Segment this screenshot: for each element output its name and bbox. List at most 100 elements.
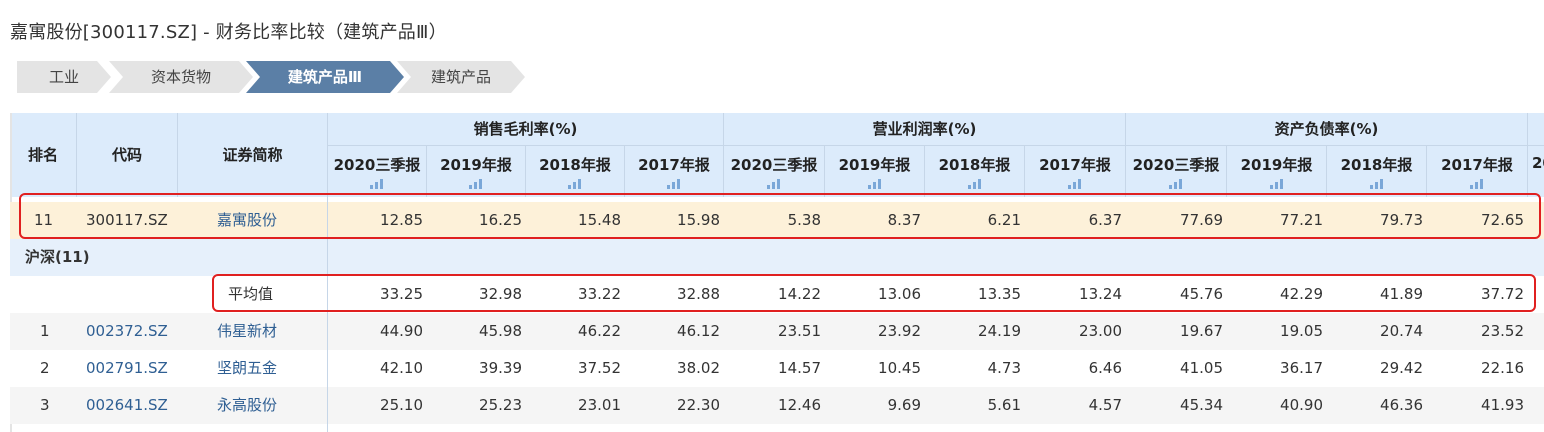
header-label: 2018年报 <box>938 156 1011 174</box>
header-name[interactable]: 证券简称 <box>178 113 328 197</box>
breadcrumb-item-building-products[interactable]: 建筑产品 <box>397 61 525 93</box>
table-row[interactable]: 1 002372.SZ 伟星新材 44.90 45.98 46.22 46.12… <box>10 313 1544 350</box>
table-row[interactable]: 2 002791.SZ 坚朗五金 42.10 39.39 37.52 38.02… <box>10 350 1544 387</box>
value-cell: 32.98 <box>479 285 522 303</box>
code-link[interactable]: 002791.SZ <box>86 359 168 377</box>
header-dr-2017[interactable]: 2017年报 <box>1427 146 1528 197</box>
header-label: 2018年报 <box>1340 156 1413 174</box>
header-om-2017[interactable]: 2017年报 <box>1025 146 1126 197</box>
header-code[interactable]: 代码 <box>77 113 178 197</box>
value-cell: 6.21 <box>987 211 1021 229</box>
header-next-partial[interactable]: 20 <box>1528 146 1544 197</box>
rank-cell: 1 <box>40 322 50 340</box>
value-cell: 6.46 <box>1088 359 1122 377</box>
value-cell: 42.10 <box>380 359 423 377</box>
breadcrumb-item-building-products-3[interactable]: 建筑产品Ⅲ <box>246 61 404 93</box>
code-link[interactable]: 002372.SZ <box>86 322 168 340</box>
header-label: 2020三季报 <box>333 156 421 174</box>
value-cell: 13.24 <box>1079 285 1122 303</box>
header-group-operating-margin: 营业利润率(%) <box>724 113 1126 146</box>
code-cell: 300117.SZ <box>86 211 168 229</box>
value-cell: 23.92 <box>878 322 921 340</box>
header-label: 2019年报 <box>838 156 911 174</box>
chart-icon[interactable] <box>370 179 384 189</box>
name-link[interactable]: 永高股份 <box>217 396 278 414</box>
value-cell: 19.67 <box>1180 322 1223 340</box>
chart-icon[interactable] <box>1269 179 1284 189</box>
header-gm-2019[interactable]: 2019年报 <box>427 146 526 197</box>
header-rank[interactable]: 排名 <box>10 113 77 197</box>
header-om-2020q3[interactable]: 2020三季报 <box>724 146 825 197</box>
group-label[interactable]: 沪深(11) <box>25 248 90 266</box>
chart-icon[interactable] <box>568 179 582 189</box>
chart-icon[interactable] <box>967 179 982 189</box>
header-label: 2017年报 <box>1039 156 1111 174</box>
header-gm-2018[interactable]: 2018年报 <box>526 146 625 197</box>
header-label: 2018年报 <box>539 156 611 174</box>
value-cell: 72.65 <box>1481 211 1524 229</box>
breadcrumb-item-industry[interactable]: 工业 <box>17 61 111 93</box>
value-cell: 33.22 <box>578 285 621 303</box>
chart-icon[interactable] <box>1068 179 1082 189</box>
name-link[interactable]: 嘉寓股份 <box>217 211 278 229</box>
group-row-hushen[interactable]: 沪深(11) <box>10 239 1544 276</box>
header-om-2018[interactable]: 2018年报 <box>925 146 1025 197</box>
header-label: 2020三季报 <box>730 156 818 174</box>
header-dr-2019[interactable]: 2019年报 <box>1227 146 1327 197</box>
table-row-highlight[interactable]: 11 300117.SZ 嘉寓股份 12.85 16.25 15.48 15.9… <box>10 202 1544 239</box>
value-cell: 42.29 <box>1280 285 1323 303</box>
header-group-gross-margin: 销售毛利率(%) <box>328 113 724 146</box>
value-cell: 13.06 <box>878 285 921 303</box>
chart-icon[interactable] <box>767 179 781 189</box>
chart-icon[interactable] <box>867 179 882 189</box>
value-cell: 22.30 <box>677 396 720 414</box>
breadcrumb-item-capital-goods[interactable]: 资本货物 <box>109 61 253 93</box>
value-cell: 46.36 <box>1380 396 1423 414</box>
value-cell: 45.98 <box>479 322 522 340</box>
header-om-2019[interactable]: 2019年报 <box>825 146 925 197</box>
header-gm-2017[interactable]: 2017年报 <box>625 146 724 197</box>
value-cell: 12.46 <box>778 396 821 414</box>
header-dr-2020q3[interactable]: 2020三季报 <box>1126 146 1227 197</box>
value-cell: 10.45 <box>878 359 921 377</box>
value-cell: 4.73 <box>987 359 1021 377</box>
value-cell: 15.48 <box>578 211 621 229</box>
value-cell: 41.89 <box>1380 285 1423 303</box>
rank-cell: 11 <box>34 211 54 229</box>
value-cell: 46.12 <box>677 322 720 340</box>
value-cell: 23.00 <box>1079 322 1122 340</box>
value-cell: 5.38 <box>787 211 821 229</box>
chart-icon[interactable] <box>1470 179 1484 189</box>
rank-cell: 3 <box>40 396 50 414</box>
value-cell: 23.51 <box>778 322 821 340</box>
value-cell: 29.42 <box>1380 359 1423 377</box>
header-gm-2020q3[interactable]: 2020三季报 <box>328 146 427 197</box>
average-label: 平均值 <box>228 285 274 303</box>
value-cell: 40.90 <box>1280 396 1323 414</box>
value-cell: 25.23 <box>479 396 522 414</box>
header-dr-2018[interactable]: 2018年报 <box>1327 146 1427 197</box>
value-cell: 33.25 <box>380 285 423 303</box>
value-cell: 25.10 <box>380 396 423 414</box>
value-cell: 13.35 <box>978 285 1021 303</box>
value-cell: 23.01 <box>578 396 621 414</box>
name-link[interactable]: 坚朗五金 <box>217 359 278 377</box>
code-link[interactable]: 002641.SZ <box>86 396 168 414</box>
value-cell: 5.61 <box>987 396 1021 414</box>
header-label: 2020三季报 <box>1132 156 1220 174</box>
value-cell: 19.05 <box>1280 322 1323 340</box>
chart-icon[interactable] <box>667 179 681 189</box>
value-cell: 22.16 <box>1481 359 1524 377</box>
name-link[interactable]: 伟星新材 <box>217 322 278 340</box>
chart-icon[interactable] <box>1369 179 1384 189</box>
header-group-next <box>1528 113 1544 146</box>
chart-icon[interactable] <box>1169 179 1183 189</box>
header-label: 2019年报 <box>440 156 512 174</box>
value-cell: 38.02 <box>677 359 720 377</box>
header-label: 2019年报 <box>1240 156 1313 174</box>
table-row-average: 平均值 33.25 32.98 33.22 32.88 14.22 13.06 … <box>10 276 1544 313</box>
value-cell: 41.93 <box>1481 396 1524 414</box>
table-row[interactable]: 3 002641.SZ 永高股份 25.10 25.23 23.01 22.30… <box>10 387 1544 424</box>
chart-icon[interactable] <box>469 179 483 189</box>
value-cell: 36.17 <box>1280 359 1323 377</box>
